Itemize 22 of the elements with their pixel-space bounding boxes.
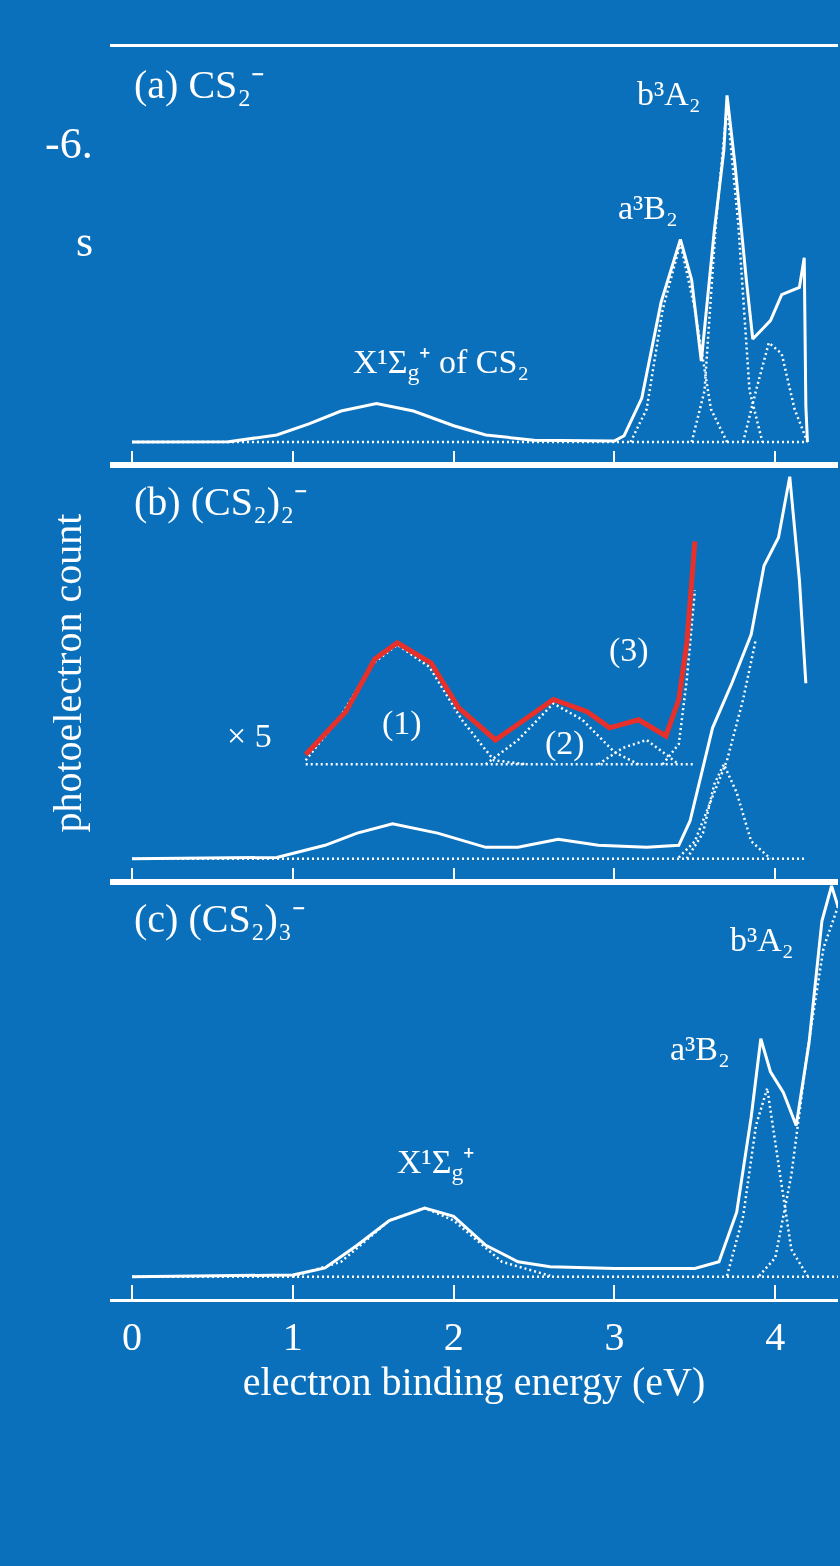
x-tick-label: 0 xyxy=(122,1313,143,1359)
x-tick-label: 4 xyxy=(765,1313,786,1359)
chart-title: (c) (CS₂)₃⁻ xyxy=(134,896,306,941)
text: -6. xyxy=(45,119,93,168)
x-tick-label: 1 xyxy=(282,1313,303,1359)
y-axis-title: photoelectron count xyxy=(45,513,91,833)
annotation: X¹Σ$_{g}$⁺ xyxy=(397,1143,475,1186)
chart-title: (b) (CS₂)₂⁻ xyxy=(134,479,309,524)
annotation: × 5 xyxy=(227,717,272,754)
annotation: (1) xyxy=(382,704,422,742)
x-tick-label: 2 xyxy=(443,1313,464,1359)
annotation: b³A₂ xyxy=(730,921,794,958)
annotation: (3) xyxy=(609,631,649,669)
annotation: (2) xyxy=(545,724,585,762)
chart-title: (a) CS₂⁻ xyxy=(134,62,266,107)
x-axis-title: electron binding energy (eV) xyxy=(242,1358,706,1404)
annotation: a³B₂ xyxy=(618,189,678,226)
x-tick-label: 3 xyxy=(604,1313,625,1359)
annotation: a³B₂ xyxy=(670,1030,730,1067)
text: s xyxy=(76,217,94,266)
annotation: X¹Σ$_{g}$⁺ of CS₂ xyxy=(353,343,530,386)
annotation: b³A₂ xyxy=(637,75,701,112)
